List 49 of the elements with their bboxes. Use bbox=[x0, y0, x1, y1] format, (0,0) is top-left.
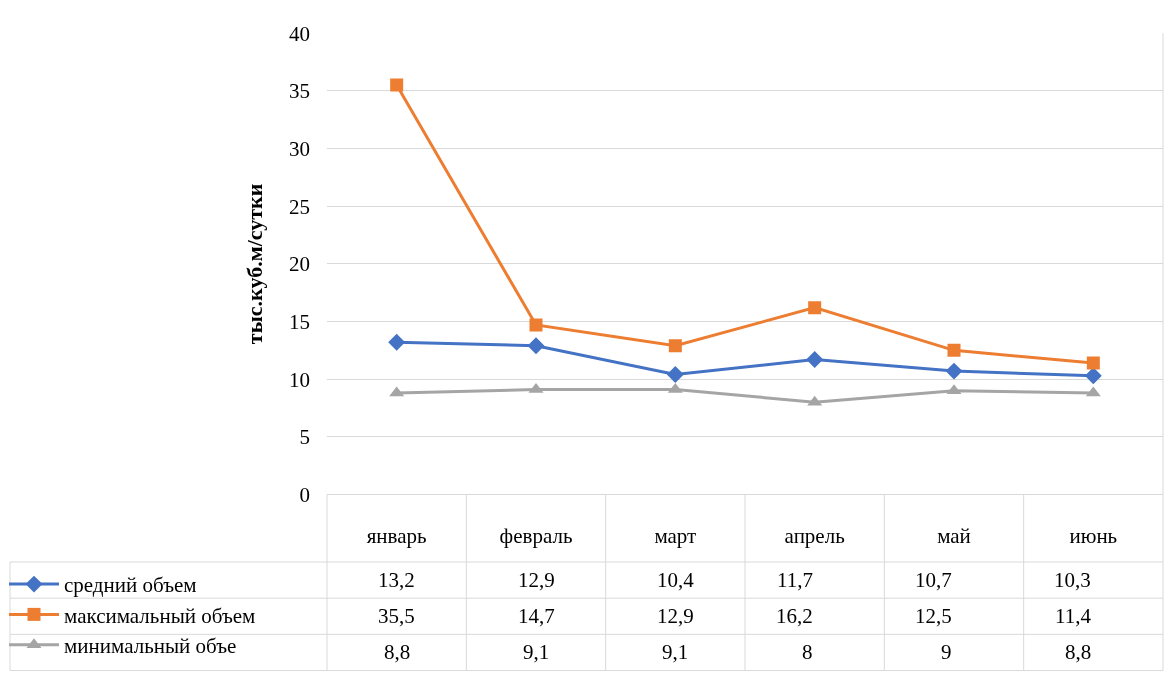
data-label: 35,5 bbox=[378, 604, 415, 628]
data-label: 13,2 bbox=[378, 568, 415, 592]
point bbox=[945, 362, 963, 380]
data-label: 10,7 bbox=[915, 568, 952, 592]
y-tick-label: 15 bbox=[289, 309, 310, 334]
y-tick-label: 35 bbox=[289, 79, 310, 104]
x-tick-label: май bbox=[937, 523, 971, 548]
point bbox=[527, 337, 545, 355]
legend-label: средний объем bbox=[64, 573, 197, 598]
data-label: 12,5 bbox=[915, 604, 952, 628]
data-label: 9 bbox=[941, 640, 952, 664]
data-label: 12,9 bbox=[518, 568, 555, 592]
data-label: 11,7 bbox=[777, 568, 813, 592]
y-tick-label: 40 bbox=[289, 21, 310, 46]
data-label: 8,8 bbox=[1065, 640, 1092, 664]
data-label: 9,1 bbox=[662, 640, 689, 664]
data-label: 8,8 bbox=[384, 640, 411, 664]
data-label: 16,2 bbox=[776, 604, 813, 628]
x-tick-label: апрель bbox=[784, 523, 845, 548]
y-tick-label: 30 bbox=[289, 136, 310, 161]
data-label: 14,7 bbox=[518, 604, 555, 628]
point bbox=[947, 343, 961, 357]
legend-label: минимальный объе bbox=[64, 633, 237, 658]
data-label: 11,4 bbox=[1055, 604, 1092, 628]
x-tick-label: февраль bbox=[499, 523, 573, 548]
y-tick-label: 5 bbox=[299, 425, 310, 450]
point bbox=[529, 318, 543, 332]
data-label: 10,3 bbox=[1054, 568, 1091, 592]
point bbox=[666, 366, 684, 383]
point bbox=[388, 333, 406, 351]
y-tick-label: 10 bbox=[289, 367, 310, 392]
point bbox=[390, 78, 404, 92]
point bbox=[1086, 356, 1100, 370]
data-label: 8 bbox=[802, 640, 813, 664]
point bbox=[668, 339, 682, 353]
y-axis-title: тыс.куб.м/сутки bbox=[241, 183, 267, 345]
data-label: 9,1 bbox=[523, 640, 550, 664]
y-tick-label: 25 bbox=[289, 194, 310, 219]
data-label: 10,4 bbox=[657, 568, 695, 592]
point bbox=[806, 351, 824, 368]
data-label: 12,9 bbox=[657, 604, 694, 628]
y-tick-label: 20 bbox=[289, 252, 310, 277]
point bbox=[808, 301, 822, 315]
x-tick-label: июнь bbox=[1069, 523, 1118, 548]
x-tick-label: март bbox=[654, 523, 697, 548]
point bbox=[1084, 367, 1102, 385]
x-tick-label: январь bbox=[366, 523, 427, 548]
y-tick-label: 0 bbox=[299, 482, 310, 507]
legend-label: максимальный объем bbox=[64, 603, 256, 628]
